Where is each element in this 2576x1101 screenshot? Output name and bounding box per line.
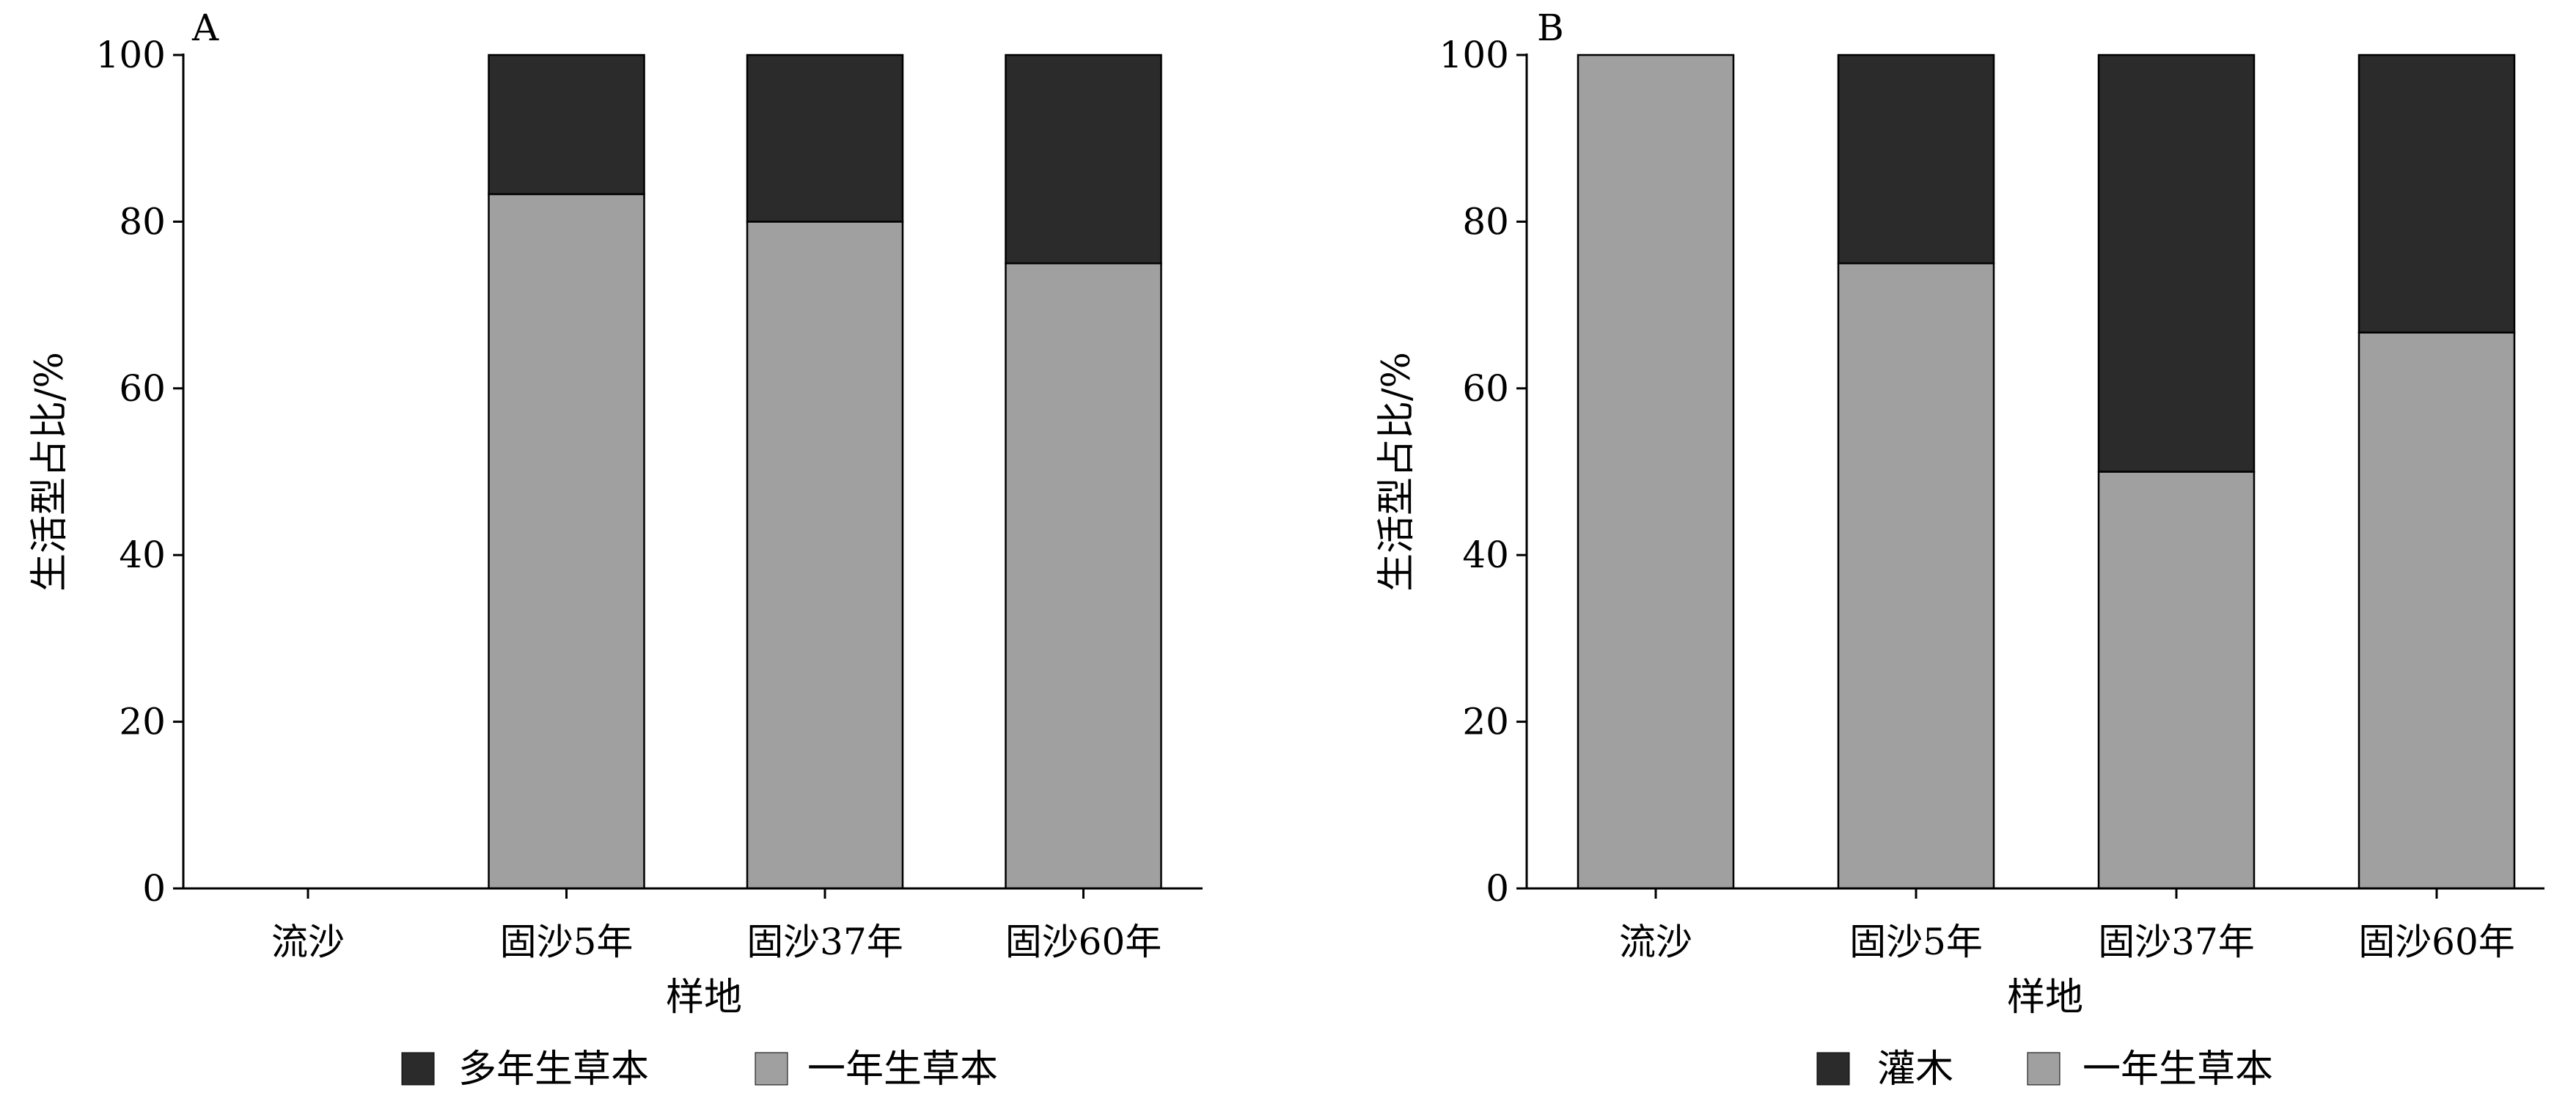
y-tick-label: 60	[119, 367, 166, 410]
x-tick-label: 固沙60年	[2358, 921, 2515, 963]
y-tick-label: 20	[119, 701, 166, 743]
panel-label: B	[1537, 7, 1564, 49]
x-axis-title: 样地	[666, 976, 742, 1020]
y-tick-label: 100	[1439, 34, 1509, 76]
y-tick-label: 80	[1462, 200, 1509, 243]
legend-label: 多年生草本	[458, 1047, 649, 1091]
legend-label: 一年生草本	[807, 1047, 998, 1091]
y-tick-label: 60	[1462, 367, 1509, 410]
chart-panel-b: 0 20 40 60 80 100 流沙 固沙5年 固沙37年 固沙60年 B 样地 生活型占比/% 灌木…	[1375, 7, 2544, 1091]
y-tick-label: 40	[1462, 534, 1509, 576]
x-tick-label: 固沙60年	[1005, 921, 1162, 963]
bar-upper-2	[746, 54, 904, 223]
bar-lower-1	[1837, 262, 1995, 890]
bar-lower-0	[1577, 54, 1735, 890]
x-tick-label: 固沙37年	[2098, 921, 2255, 963]
y-tick-label: 0	[142, 867, 166, 910]
legend: 多年生草本 一年生草本	[401, 1047, 998, 1091]
bar-lower-2	[2097, 471, 2256, 890]
panel-label: A	[191, 7, 219, 49]
y-tick-label: 20	[1462, 701, 1509, 743]
y-axis-title: 生活型占比/%	[28, 352, 72, 592]
y-tick-label: 40	[119, 534, 166, 576]
bar-upper-3	[2357, 54, 2516, 334]
bar-upper-1	[1837, 54, 1995, 265]
bar-lower-1	[488, 193, 645, 890]
bar-upper-3	[1005, 54, 1162, 265]
bar-lower-2	[746, 221, 904, 890]
chart-panel-a: 0 20 40 60 80 100 流沙 固沙5年 固沙37年 固沙60年 A 样地 生活型占比/% 多年…	[28, 7, 1203, 1091]
legend: 灌木 一年生草本	[1816, 1047, 2273, 1091]
bar-lower-3	[1005, 262, 1162, 890]
x-tick-label: 固沙5年	[500, 921, 634, 963]
legend-swatch	[1816, 1052, 1850, 1086]
bar-upper-1	[488, 54, 645, 196]
x-tick-label: 流沙	[271, 921, 345, 963]
legend-swatch	[755, 1052, 788, 1086]
bar-lower-3	[2357, 331, 2516, 890]
legend-label: 一年生草本	[2083, 1047, 2273, 1091]
x-tick-label: 固沙5年	[1849, 921, 1983, 963]
x-tick-label: 固沙37年	[746, 921, 903, 963]
legend-swatch	[401, 1052, 435, 1086]
y-tick-label: 80	[119, 200, 166, 243]
legend-swatch	[2027, 1052, 2061, 1086]
x-axis-title: 样地	[2007, 976, 2083, 1020]
y-axis-title: 生活型占比/%	[1375, 352, 1419, 592]
y-tick-label: 100	[96, 34, 166, 76]
bar-upper-2	[2097, 54, 2256, 473]
x-tick-label: 流沙	[1619, 921, 1692, 963]
y-tick-label: 0	[1486, 867, 1509, 910]
legend-label: 灌木	[1877, 1047, 1953, 1091]
